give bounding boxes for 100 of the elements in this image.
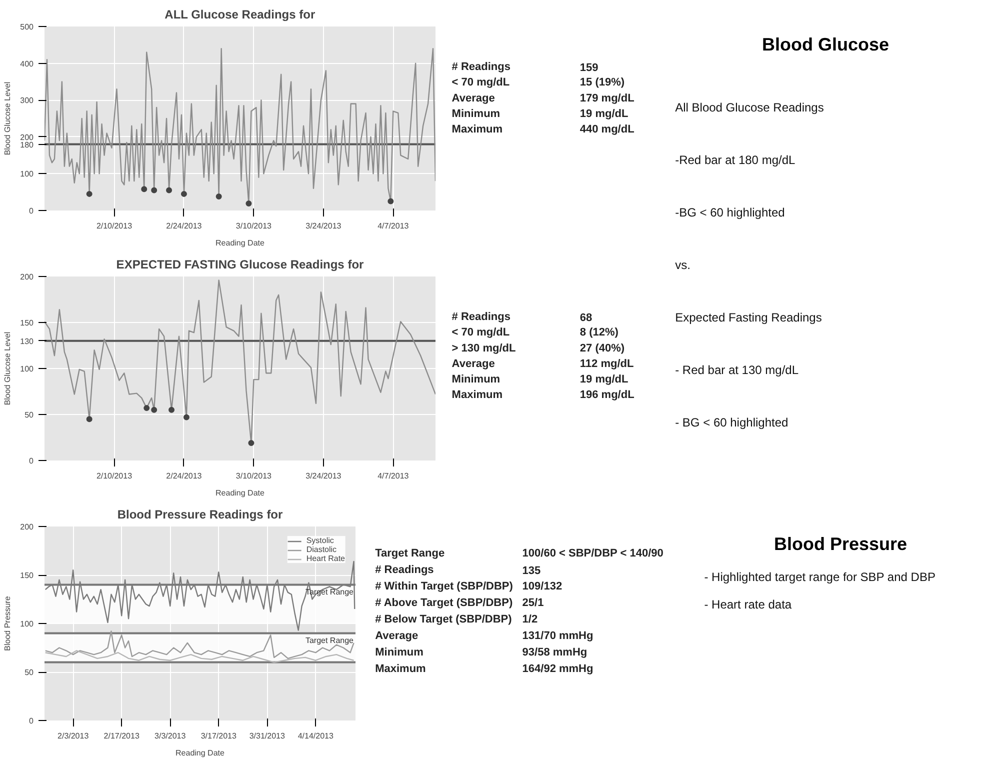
text: - Heart rate data xyxy=(704,597,792,612)
point xyxy=(168,406,175,413)
y-tick-label: 180 xyxy=(20,140,34,150)
x-tick-label: 3/31/2013 xyxy=(249,732,286,740)
y-tick-label: 100 xyxy=(20,620,34,628)
y-tick-label: 50 xyxy=(24,410,34,420)
text: Average xyxy=(452,92,495,104)
text: # Above Target (SBP/DBP) xyxy=(375,597,513,610)
text: 196 mg/dL xyxy=(580,389,635,402)
text: 15 (19%) xyxy=(580,76,625,89)
text: < 70 mg/dL xyxy=(452,76,510,89)
text: 135 xyxy=(522,565,541,578)
point xyxy=(216,194,222,200)
y-tick-label: 100 xyxy=(20,170,34,179)
text: # Below Target (SBP/DBP) xyxy=(375,614,512,626)
text: # Readings xyxy=(452,60,510,73)
x-tick-label: 4/14/2013 xyxy=(298,732,334,740)
text: 440 mg/dL xyxy=(580,124,635,136)
chart-title: Blood Pressure Readings for xyxy=(117,508,284,522)
text: # Within Target (SBP/DBP) xyxy=(375,580,514,593)
text: 27 (40%) xyxy=(580,342,625,354)
y-tick-label: 200 xyxy=(20,132,34,142)
x-tick-label: 2/24/2013 xyxy=(166,472,202,480)
text: vs. xyxy=(675,258,690,272)
text: -BG < 60 highlighted xyxy=(675,206,785,220)
y-tick-label: 0 xyxy=(29,206,34,216)
text: 109/132 xyxy=(522,580,562,593)
legend-label: Systolic xyxy=(306,536,334,545)
x-tick-label: 4/7/2013 xyxy=(378,472,410,480)
text: Blood Pressure xyxy=(774,534,908,554)
text: 159 xyxy=(580,62,598,74)
text: Maximum xyxy=(452,389,503,402)
text: Minimum xyxy=(452,108,500,120)
x-tick-label: 2/10/2013 xyxy=(96,472,133,480)
x-tick-label: 2/17/2013 xyxy=(104,732,140,740)
text: 164/92 mmHg xyxy=(522,663,594,676)
y-tick-label: 0 xyxy=(29,456,34,466)
text: 19 mg/dL xyxy=(580,108,628,120)
x-tick-label: 3/10/2013 xyxy=(236,472,272,480)
y-axis-title: Blood Glucose Level xyxy=(3,82,12,156)
x-tick-label: 3/24/2013 xyxy=(306,472,342,480)
x-tick-label: 4/7/2013 xyxy=(378,222,410,230)
y-axis-title: Blood Pressure xyxy=(3,596,12,651)
band-label: Target Range xyxy=(305,636,354,646)
text: 68 xyxy=(580,312,592,324)
text: 112 mg/dL xyxy=(580,358,634,370)
point xyxy=(180,190,187,197)
text: Target Range xyxy=(375,548,445,560)
point xyxy=(141,186,148,192)
x-tick-label: 3/3/2013 xyxy=(154,732,186,740)
y-tick-label: 100 xyxy=(20,364,34,374)
text: 93/58 mmHg xyxy=(522,646,588,659)
y-tick-label: 500 xyxy=(20,22,34,32)
text: Blood Glucose xyxy=(762,34,890,55)
line-series xyxy=(44,650,354,663)
y-tick-label: 300 xyxy=(20,96,34,106)
point xyxy=(86,416,92,422)
text: > 130 mg/dL xyxy=(452,342,516,354)
text: 179 mg/dL xyxy=(580,92,635,104)
text: Average xyxy=(452,358,495,370)
text: Minimum xyxy=(452,374,500,386)
y-axis-title: Blood Glucose Level xyxy=(3,332,12,406)
point xyxy=(144,405,150,412)
y-tick-label: 200 xyxy=(20,522,34,532)
point xyxy=(151,406,158,413)
text: 100/60 < SBP/DBP < 140/90 xyxy=(522,548,664,560)
x-tick-label: 2/3/2013 xyxy=(58,732,90,740)
text: -Red bar at 180 mg/dL xyxy=(675,153,796,168)
point xyxy=(166,187,172,194)
point xyxy=(183,414,190,420)
y-tick-label: 200 xyxy=(20,272,34,282)
point xyxy=(86,190,92,197)
text: 8 (12%) xyxy=(580,326,619,339)
y-tick-label: 0 xyxy=(29,716,34,726)
legend-label: Heart Rate xyxy=(306,554,345,563)
text: < 70 mg/dL xyxy=(452,326,510,339)
text: Minimum xyxy=(375,646,424,659)
point xyxy=(246,200,252,207)
text: - Highlighted target range for SBP and DBP xyxy=(704,570,936,584)
text: Maximum xyxy=(375,663,426,676)
chart-title: ALL Glucose Readings for xyxy=(164,8,316,22)
point xyxy=(248,440,254,446)
x-tick-label: 3/24/2013 xyxy=(306,222,342,230)
text: - BG < 60 highlighted xyxy=(675,416,788,430)
point xyxy=(151,187,158,194)
text: 19 mg/dL xyxy=(580,374,628,386)
text: Average xyxy=(375,630,418,642)
x-tick-label: 3/17/2013 xyxy=(200,732,237,740)
x-tick-label: 2/24/2013 xyxy=(166,222,202,230)
text: Expected Fasting Readings xyxy=(675,310,822,325)
text: Maximum xyxy=(452,124,503,136)
point xyxy=(388,198,394,204)
y-tick-label: 400 xyxy=(20,59,34,68)
x-axis-title: Reading Date xyxy=(176,748,226,758)
text: All Blood Glucose Readings xyxy=(675,100,824,115)
text: 1/2 xyxy=(522,614,538,626)
x-axis-title: Reading Date xyxy=(216,238,266,248)
y-tick-label: 130 xyxy=(20,336,34,346)
line-series xyxy=(44,630,354,660)
x-axis-title: Reading Date xyxy=(216,488,266,498)
